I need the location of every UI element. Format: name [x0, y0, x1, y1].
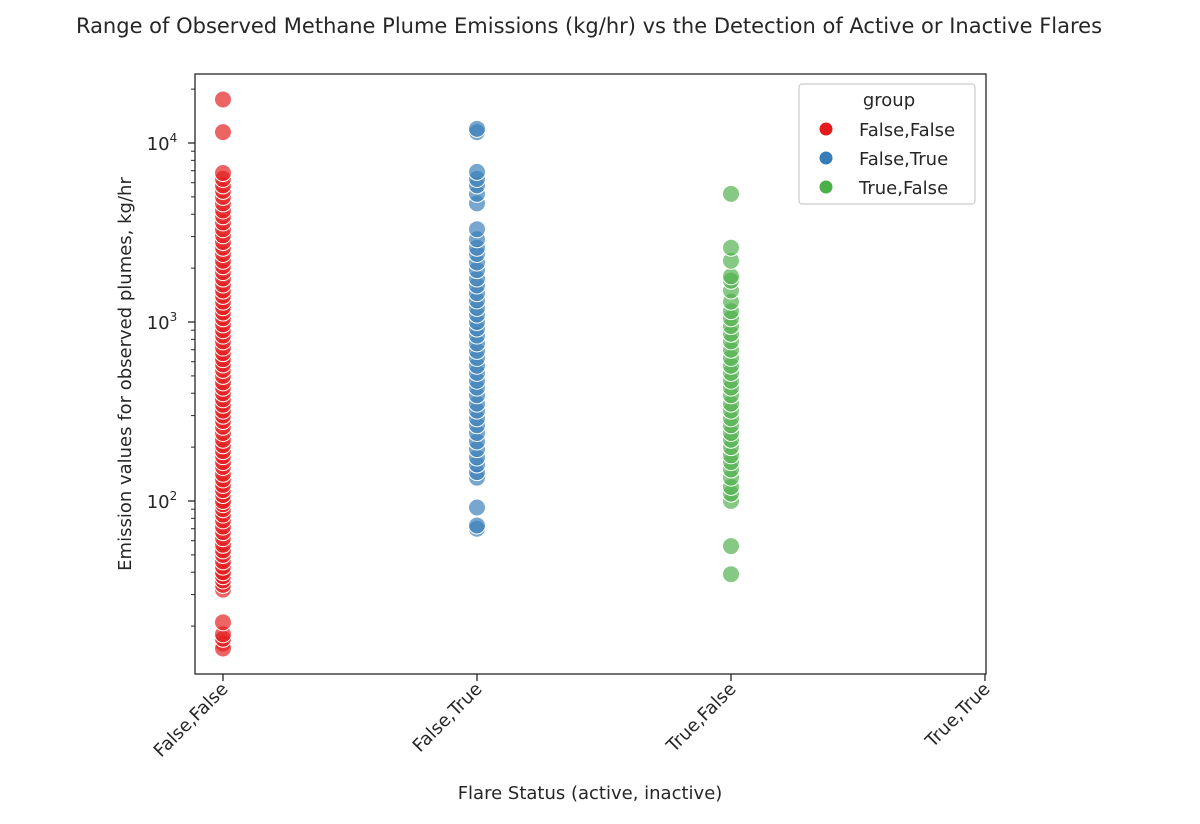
data-point	[214, 123, 232, 142]
x-tick-label: False,True	[409, 679, 487, 757]
data-point	[722, 537, 740, 556]
legend-box	[798, 83, 976, 205]
x-axis-label: Flare Status (active, inactive)	[458, 783, 723, 804]
data-point	[722, 565, 740, 584]
legend-label: False,True	[859, 149, 948, 170]
data-point	[214, 163, 232, 182]
points-layer	[214, 90, 740, 658]
data-point	[722, 184, 740, 203]
chart-title: Range of Observed Methane Plume Emission…	[75, 14, 1103, 38]
data-point	[468, 498, 486, 517]
legend-title: group	[863, 90, 915, 111]
legend-marker	[819, 151, 833, 165]
x-tick-label: False,False	[150, 679, 233, 762]
data-point	[214, 90, 232, 109]
legend-label: True,False	[858, 178, 948, 199]
y-tick-label: 104	[147, 131, 178, 155]
data-point	[468, 162, 486, 181]
legend-items: False,False False,True True,False	[819, 120, 955, 199]
legend-marker	[819, 180, 833, 194]
legend: group False,False False,True True,False	[798, 83, 976, 205]
x-tick-label: True,True	[921, 679, 995, 753]
data-point	[468, 119, 486, 138]
legend-label: False,False	[859, 120, 955, 141]
data-point	[214, 613, 232, 632]
data-point	[722, 267, 740, 286]
y-axis-label: Emission values for observed plumes, kg/…	[115, 177, 136, 571]
y-tick-label: 102	[147, 489, 178, 513]
data-point	[468, 516, 486, 535]
data-point	[722, 238, 740, 257]
plot-frame	[194, 73, 987, 675]
legend-marker	[819, 122, 833, 136]
y-tick-label: 103	[147, 310, 178, 334]
data-point	[468, 220, 486, 239]
x-tick-label: True,False	[662, 679, 741, 758]
